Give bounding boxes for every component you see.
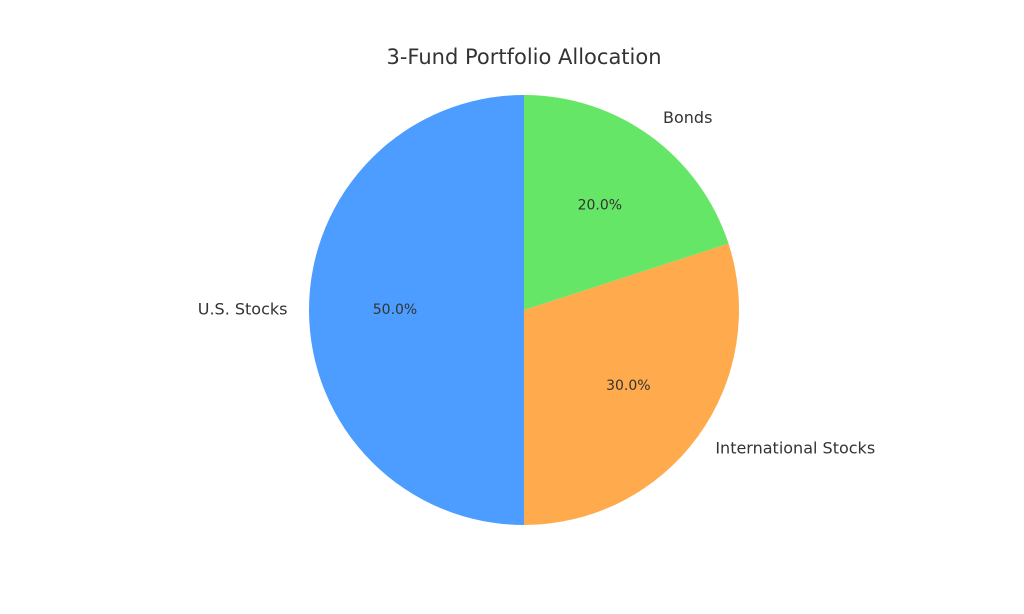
- chart-title: 3-Fund Portfolio Allocation: [386, 45, 661, 69]
- value-label: 20.0%: [578, 198, 622, 214]
- pie-slice: [309, 95, 524, 525]
- value-label: 50.0%: [373, 302, 417, 318]
- value-label: 30.0%: [606, 378, 650, 394]
- slice-label: International Stocks: [715, 439, 875, 458]
- pie-slice: [524, 95, 729, 310]
- pie-slice: [524, 243, 739, 525]
- slice-label: U.S. Stocks: [198, 300, 288, 319]
- slice-label: Bonds: [663, 108, 712, 127]
